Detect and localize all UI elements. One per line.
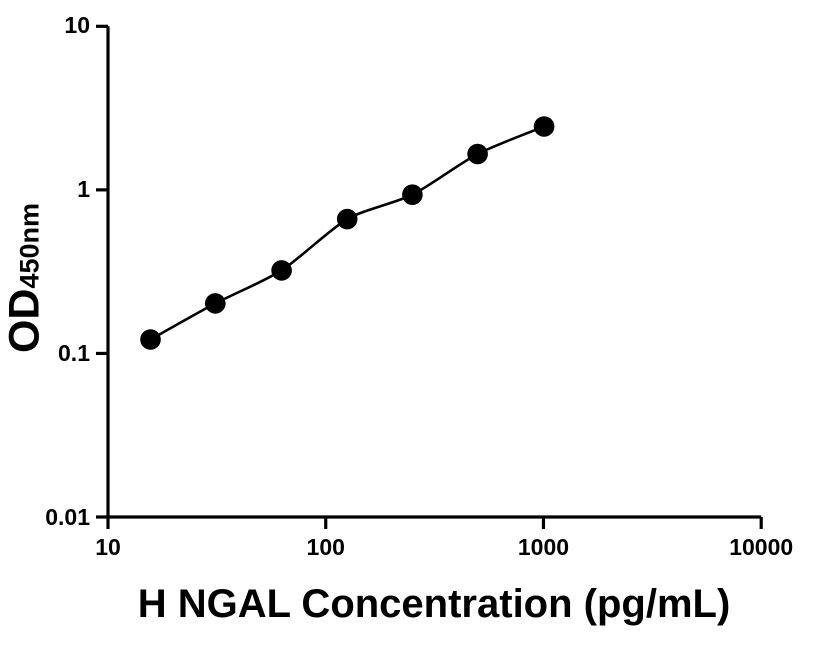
svg-text:H NGAL Concentration (pg/mL): H NGAL Concentration (pg/mL)	[138, 582, 731, 626]
svg-text:10: 10	[95, 534, 121, 560]
svg-text:1000: 1000	[518, 534, 569, 560]
svg-text:1: 1	[77, 176, 90, 202]
svg-text:0.01: 0.01	[45, 504, 90, 530]
svg-text:10: 10	[64, 12, 90, 38]
svg-text:0.1: 0.1	[58, 340, 90, 366]
svg-text:100: 100	[307, 534, 345, 560]
svg-text:10000: 10000	[729, 534, 793, 560]
